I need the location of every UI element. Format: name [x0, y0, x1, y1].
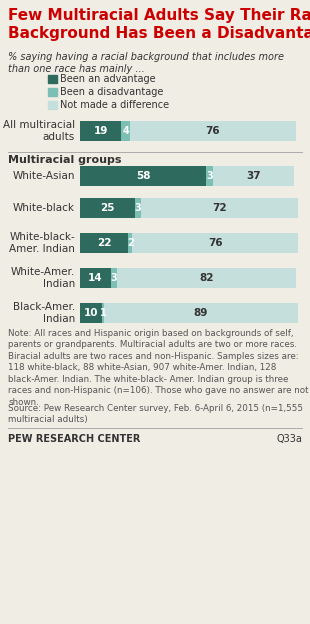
- Text: 82: 82: [199, 273, 214, 283]
- Text: 4: 4: [122, 126, 129, 136]
- Bar: [128, 233, 132, 253]
- Text: Q33a: Q33a: [276, 434, 302, 444]
- Text: 14: 14: [88, 273, 103, 283]
- Text: 3: 3: [110, 273, 117, 283]
- Text: % saying having a racial background that includes more
than one race has mainly : % saying having a racial background that…: [8, 52, 284, 74]
- Bar: [135, 198, 141, 218]
- Text: 37: 37: [246, 171, 261, 181]
- Text: 19: 19: [94, 126, 108, 136]
- Bar: [111, 268, 117, 288]
- Bar: [80, 198, 135, 218]
- Text: 72: 72: [212, 203, 227, 213]
- Bar: [130, 121, 296, 141]
- Text: Been an advantage: Been an advantage: [60, 74, 156, 84]
- Text: 3: 3: [135, 203, 141, 213]
- Text: 76: 76: [208, 238, 223, 248]
- Bar: [80, 233, 128, 253]
- Bar: [132, 233, 298, 253]
- Bar: [48, 88, 57, 96]
- Text: 1: 1: [100, 308, 106, 318]
- Text: Source: Pew Research Center survey, Feb. 6-April 6, 2015 (n=1,555
multiracial ad: Source: Pew Research Center survey, Feb.…: [8, 404, 303, 424]
- Text: Note: All races and Hispanic origin based on backgrounds of self,
parents or gra: Note: All races and Hispanic origin base…: [8, 329, 308, 407]
- Bar: [80, 268, 111, 288]
- Text: White-black-
Amer. Indian: White-black- Amer. Indian: [9, 232, 75, 254]
- Text: Few Multiracial Adults Say Their Racial
Background Has Been a Disadvantage: Few Multiracial Adults Say Their Racial …: [8, 8, 310, 41]
- Bar: [122, 121, 130, 141]
- Text: White-black: White-black: [13, 203, 75, 213]
- Text: White-Amer.
Indian: White-Amer. Indian: [11, 267, 75, 289]
- Text: 22: 22: [97, 238, 111, 248]
- Bar: [104, 303, 298, 323]
- Text: Black-Amer.
Indian: Black-Amer. Indian: [13, 302, 75, 324]
- Text: 2: 2: [127, 238, 134, 248]
- Bar: [117, 268, 296, 288]
- Bar: [213, 166, 294, 186]
- Bar: [206, 166, 213, 186]
- Text: All multiracial
adults: All multiracial adults: [3, 120, 75, 142]
- Bar: [141, 198, 298, 218]
- Bar: [48, 101, 57, 109]
- Text: Multiracial groups: Multiracial groups: [8, 155, 122, 165]
- Bar: [80, 303, 102, 323]
- Text: 58: 58: [136, 171, 150, 181]
- Text: 89: 89: [194, 308, 208, 318]
- Text: White-Asian: White-Asian: [12, 171, 75, 181]
- Text: Been a disadvantage: Been a disadvantage: [60, 87, 163, 97]
- Bar: [102, 303, 104, 323]
- Text: 76: 76: [206, 126, 220, 136]
- Text: Not made a difference: Not made a difference: [60, 100, 169, 110]
- Text: 10: 10: [84, 308, 98, 318]
- Text: 25: 25: [100, 203, 114, 213]
- Bar: [80, 166, 206, 186]
- Bar: [48, 75, 57, 83]
- Text: 3: 3: [206, 171, 213, 181]
- Text: PEW RESEARCH CENTER: PEW RESEARCH CENTER: [8, 434, 140, 444]
- Bar: [80, 121, 122, 141]
